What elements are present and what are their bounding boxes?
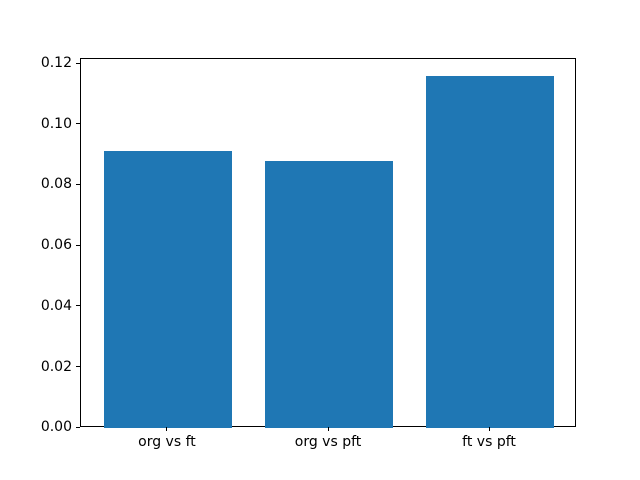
y-tick-label: 0.08 <box>40 176 72 193</box>
x-tick-mark <box>327 427 329 432</box>
x-tick-mark <box>488 427 490 432</box>
y-tick-mark <box>76 244 80 246</box>
y-tick-mark <box>76 123 80 125</box>
bar-2 <box>425 76 555 429</box>
y-tick-label: 0.02 <box>40 358 72 375</box>
y-tick-label: 0.12 <box>40 55 72 72</box>
y-tick-label: 0.10 <box>40 115 72 132</box>
y-tick-label: 0.06 <box>40 237 72 254</box>
y-tick-mark <box>76 183 80 185</box>
y-tick-label: 0.04 <box>40 297 72 314</box>
x-tick-mark <box>166 427 168 432</box>
y-tick-mark <box>76 366 80 367</box>
bar-0 <box>103 150 233 429</box>
x-tick-label: org vs ft <box>138 434 196 451</box>
y-tick-mark <box>76 305 80 307</box>
y-tick-mark <box>76 62 80 64</box>
x-tick-label: ft vs pft <box>462 434 516 451</box>
bar-1 <box>264 161 394 429</box>
x-tick-label: org vs pft <box>294 434 362 451</box>
y-tick-label: 0.00 <box>40 419 72 436</box>
y-tick-mark <box>76 426 80 428</box>
plot-area <box>80 57 576 429</box>
